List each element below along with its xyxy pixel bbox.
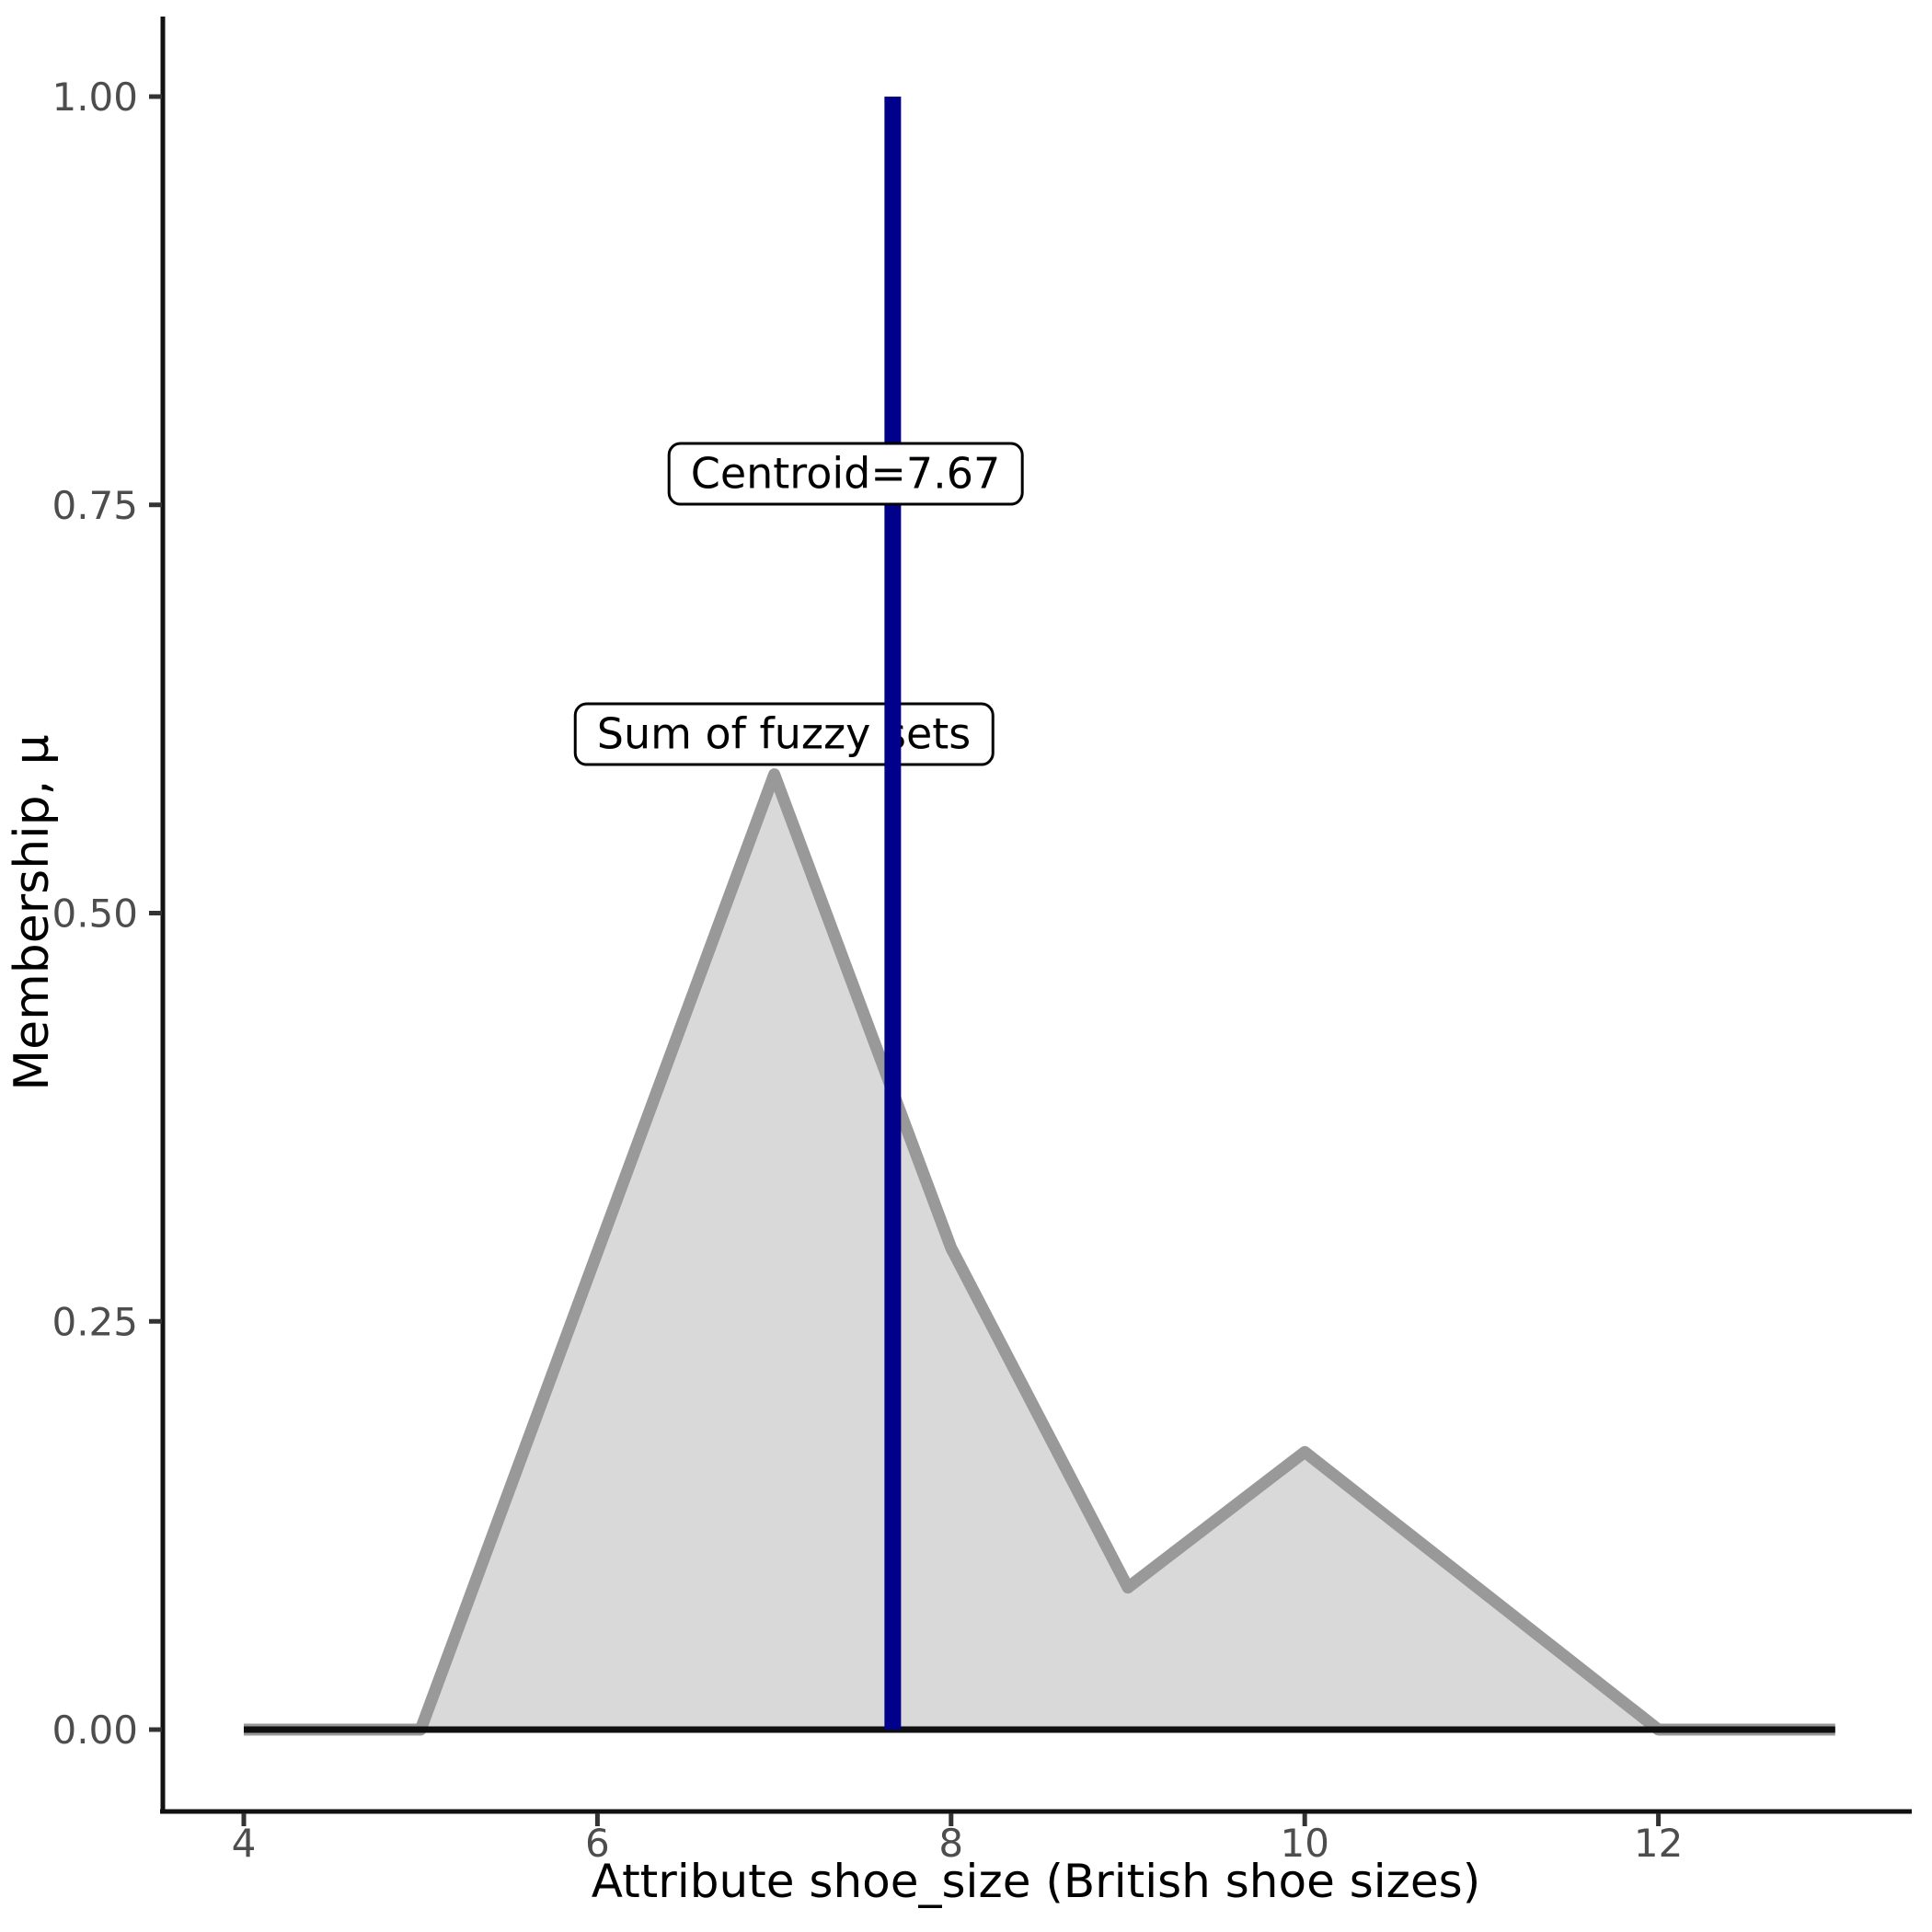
x-tick-label: 12 bbox=[1634, 1821, 1683, 1866]
x-tick-label: 10 bbox=[1280, 1821, 1328, 1866]
x-tick-label: 6 bbox=[585, 1821, 610, 1866]
y-tick-label: 1.00 bbox=[52, 75, 138, 120]
sum-area-fill bbox=[244, 774, 1835, 1730]
y-tick-label: 0.00 bbox=[52, 1708, 138, 1753]
x-tick-label: 4 bbox=[232, 1821, 257, 1866]
x-tick-label: 8 bbox=[938, 1821, 963, 1866]
sum-of-fuzzy-sets-annotation: Sum of fuzzy sets bbox=[573, 702, 995, 766]
axes-layer: 4 6 8 10 12 0.00 0.25 0.50 0.75 1.00 bbox=[52, 17, 1912, 1866]
sum-curve bbox=[244, 768, 1835, 1736]
area-layer bbox=[244, 768, 1835, 1736]
x-axis-label: Attribute shoe_size (British shoe sizes) bbox=[592, 1855, 1480, 1908]
y-tick-label: 0.75 bbox=[52, 483, 138, 528]
y-tick-label: 0.50 bbox=[52, 891, 138, 937]
y-tick-label: 0.25 bbox=[52, 1299, 138, 1344]
centroid-annotation: Centroid=7.67 bbox=[667, 442, 1024, 506]
y-axis-label: Membership, μ bbox=[5, 734, 60, 1091]
